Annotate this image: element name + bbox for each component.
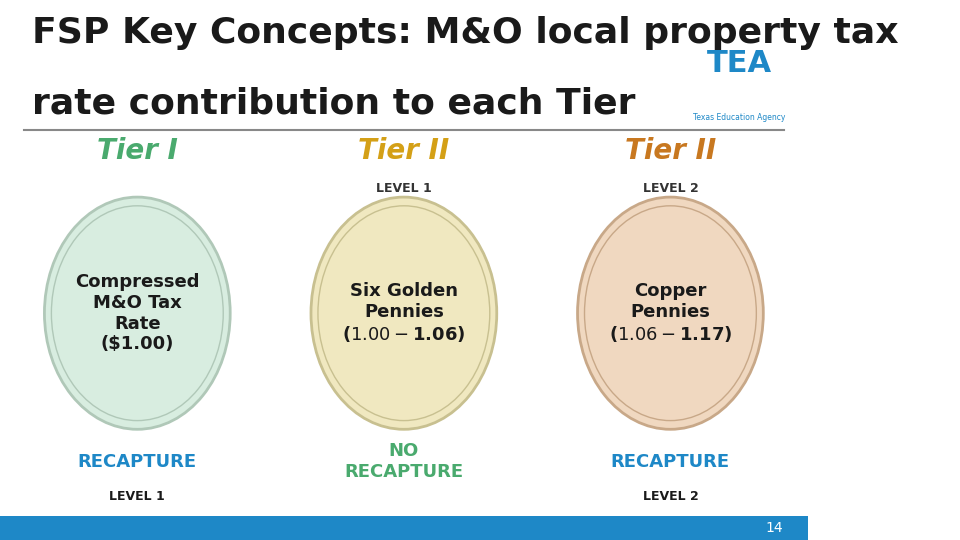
Text: rate contribution to each Tier: rate contribution to each Tier (33, 86, 636, 120)
Ellipse shape (578, 197, 763, 429)
Text: RECAPTURE: RECAPTURE (78, 453, 197, 471)
Text: FSP Key Concepts: M&O local property tax: FSP Key Concepts: M&O local property tax (33, 16, 899, 50)
Text: LEVEL 1: LEVEL 1 (376, 183, 432, 195)
FancyBboxPatch shape (0, 516, 807, 540)
Text: Six Golden
Pennies
($1.00 - $1.06): Six Golden Pennies ($1.00 - $1.06) (342, 282, 466, 344)
Ellipse shape (311, 197, 496, 429)
Text: LEVEL 1: LEVEL 1 (109, 490, 165, 503)
Text: RECAPTURE: RECAPTURE (611, 453, 730, 471)
Text: Tier II: Tier II (358, 137, 449, 165)
Text: TEA: TEA (707, 49, 772, 78)
Text: NO
RECAPTURE: NO RECAPTURE (345, 442, 464, 481)
Text: 14: 14 (766, 521, 783, 535)
Text: Tier I: Tier I (97, 137, 178, 165)
Text: Copper
Pennies
($1.06 - $1.17): Copper Pennies ($1.06 - $1.17) (609, 282, 732, 344)
Text: Compressed
M&O Tax
Rate
($1.00): Compressed M&O Tax Rate ($1.00) (75, 273, 200, 353)
Text: LEVEL 2: LEVEL 2 (642, 490, 698, 503)
Ellipse shape (44, 197, 230, 429)
Text: LEVEL 2: LEVEL 2 (642, 183, 698, 195)
Text: Tier II: Tier II (625, 137, 716, 165)
Text: Texas Education Agency: Texas Education Agency (693, 113, 785, 123)
